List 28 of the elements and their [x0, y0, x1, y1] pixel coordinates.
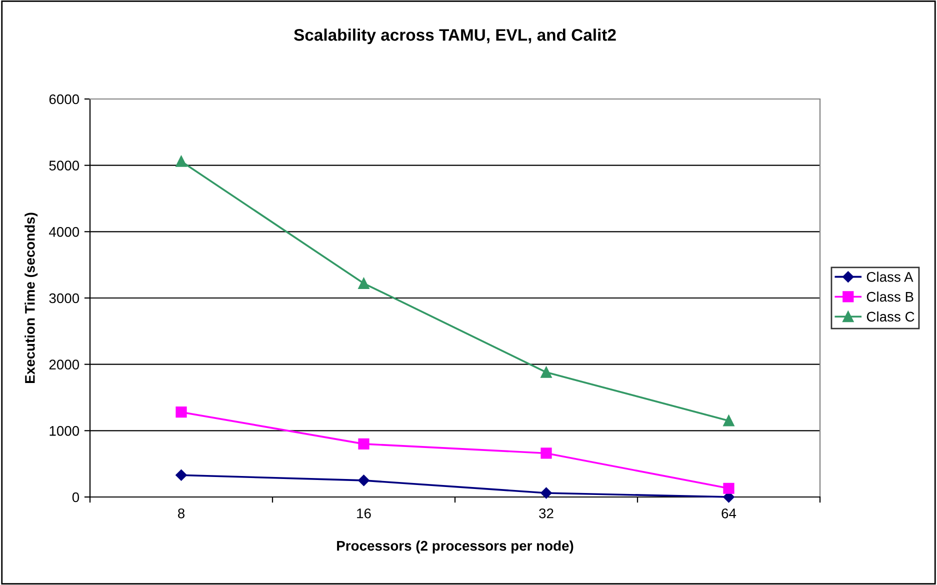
- point: [358, 438, 370, 450]
- y-tick-label: 2000: [49, 360, 80, 370]
- point: [358, 474, 370, 486]
- x-axis-title: Processors (2 processors per node): [337, 540, 574, 554]
- legend-label: Class C: [866, 311, 914, 322]
- y-tick-label: 1000: [50, 426, 80, 436]
- point: [176, 406, 187, 418]
- y-tick-label: 3000: [49, 293, 80, 304]
- point: [358, 278, 370, 289]
- legend-label: Class A: [866, 272, 914, 282]
- x-tick-label: 32: [539, 508, 554, 518]
- point: [176, 470, 187, 481]
- x-tick-label: 8: [178, 508, 185, 518]
- chart-title: Scalability across TAMU, EVL, and Calit2: [294, 28, 616, 44]
- x-tick-label: 16: [357, 508, 371, 518]
- point: [540, 448, 552, 459]
- point: [176, 156, 187, 167]
- point: [540, 487, 552, 499]
- y-tick-label: 0: [72, 492, 80, 502]
- legend-label: Class B: [866, 292, 914, 302]
- y-axis-title: Execution Time (seconds): [24, 212, 38, 383]
- point: [723, 482, 734, 494]
- y-tick-label: 4000: [49, 227, 80, 237]
- point: [540, 366, 552, 378]
- y-tick-label: 6000: [49, 94, 80, 104]
- point: [723, 415, 734, 426]
- y-tick-label: 5000: [49, 160, 80, 171]
- x-tick-label: 64: [722, 508, 736, 518]
